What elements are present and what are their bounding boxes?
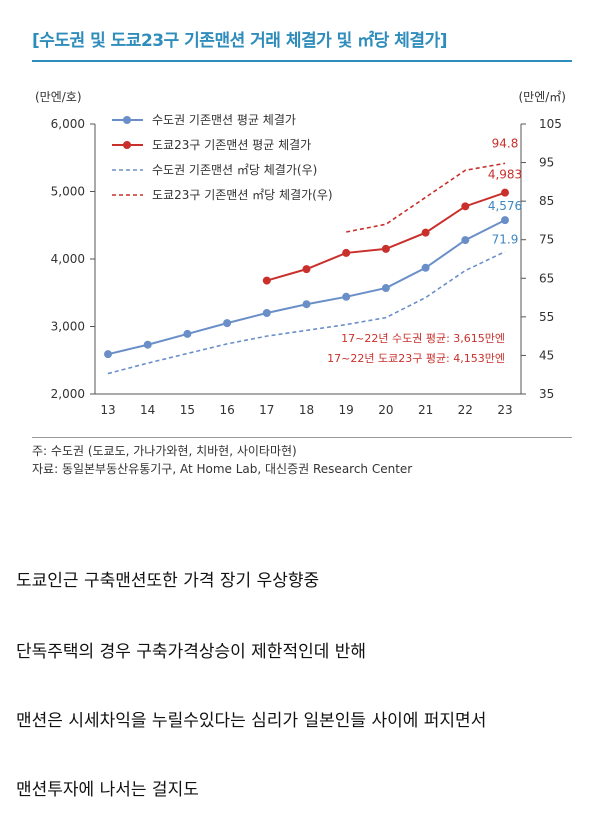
data-label: 4,576	[488, 199, 522, 213]
series-point-1	[421, 228, 430, 237]
series-point-0	[501, 216, 509, 225]
y-right-tick-label: 65	[539, 271, 554, 285]
series-point-0	[223, 319, 232, 328]
legend-label-0: 수도권 기존맨션 평균 체결가	[152, 113, 296, 127]
chart-note: 주: 수도권 (도쿄도, 가나가와현, 치바현, 사이타마현)	[32, 444, 297, 458]
x-tick-label: 23	[497, 403, 512, 417]
series-point-0	[143, 340, 152, 349]
x-tick-label: 13	[100, 403, 115, 417]
series-point-1	[461, 202, 470, 211]
y-left-tick-label: 3,000	[51, 320, 85, 334]
y-right-tick-label: 75	[539, 233, 554, 247]
x-tick-label: 15	[180, 403, 195, 417]
y-left-tick-label: 2,000	[51, 387, 85, 401]
body-line-4: 맨션투자에 나서는 걸지도	[16, 780, 199, 800]
y-right-tick-label: 35	[539, 387, 554, 401]
body-line-2: 단독주택의 경우 구축가격상승이 제한적인데 반해	[16, 642, 367, 662]
data-label: 94.8	[492, 136, 519, 150]
x-tick-label: 19	[339, 403, 354, 417]
series-point-0	[104, 350, 112, 359]
y-left-tick-label: 4,000	[51, 252, 85, 266]
series-point-0	[461, 236, 470, 245]
y-left-tick-label: 6,000	[51, 117, 85, 131]
series-line-2	[107, 250, 506, 375]
series-point-0	[302, 300, 311, 309]
x-tick-label: 16	[219, 403, 234, 417]
series-point-1	[501, 188, 509, 197]
x-tick-label: 22	[458, 403, 473, 417]
annotation-0: 17~22년 수도권 평균: 3,615만엔	[341, 332, 505, 345]
legend-label-2: 수도권 기존맨션 ㎡당 체결가(우)	[152, 163, 317, 177]
line-chart: (만엔/호) (만엔/㎡) 6,000 5,000 4,000 3,000 2,000 105…	[35, 90, 567, 417]
legend-label-1: 도쿄23구 기존맨션 평균 체결가	[152, 138, 311, 152]
legend-marker-0	[123, 116, 131, 124]
series-point-0	[262, 309, 271, 317]
legend-marker-1	[123, 141, 131, 149]
x-tick-label: 14	[140, 403, 155, 417]
chart-title: [수도권 및 도쿄23구 기존맨션 거래 체결가 및 ㎡당 체결가]	[32, 31, 447, 51]
series-point-1	[342, 248, 351, 257]
series-point-0	[183, 329, 192, 338]
y-left-unit: (만엔/호)	[35, 90, 82, 104]
body-line-3: 맨션은 시세차익을 누릴수있다는 심리가 일본인들 사이에 퍼지면서	[16, 711, 487, 731]
x-tick-label: 18	[299, 403, 314, 417]
x-tick-label: 17	[259, 403, 274, 417]
series-point-0	[421, 263, 430, 272]
x-tick-label: 20	[378, 403, 393, 417]
y-right-tick-label: 45	[539, 348, 554, 362]
series-point-0	[381, 284, 390, 293]
data-label: 4,983	[488, 168, 522, 182]
series-point-1	[262, 276, 271, 285]
y-right-tick-label: 95	[539, 156, 554, 170]
chart-figure: [수도권 및 도쿄23구 기존맨션 거래 체결가 및 ㎡당 체결가] (만엔/호…	[32, 31, 572, 476]
y-left-tick-label: 5,000	[51, 185, 85, 199]
data-label: 71.9	[492, 233, 519, 247]
y-right-unit: (만엔/㎡)	[519, 90, 567, 104]
x-tick-label: 21	[418, 403, 433, 417]
body-line-1: 도쿄인근 구축맨션또한 가격 장기 우상향중	[16, 571, 320, 591]
chart-source: 자료: 동일본부동산유통기구, At Home Lab, 대신증권 Resear…	[32, 462, 413, 476]
series-point-1	[302, 265, 311, 274]
y-right-tick-label: 55	[539, 310, 554, 324]
footer-rule	[32, 437, 572, 438]
series-line-1	[266, 191, 506, 282]
legend-label-3: 도쿄23구 기존맨션 ㎡당 체결가(우)	[152, 188, 333, 202]
annotation-1: 17~22년 도쿄23구 평균: 4,153만엔	[327, 352, 505, 365]
series-line-3	[346, 162, 506, 233]
y-right-tick-label: 105	[539, 117, 562, 131]
title-rule	[32, 60, 572, 62]
series-point-0	[342, 292, 351, 301]
series-point-1	[381, 244, 390, 253]
y-right-tick-label: 85	[539, 194, 554, 208]
